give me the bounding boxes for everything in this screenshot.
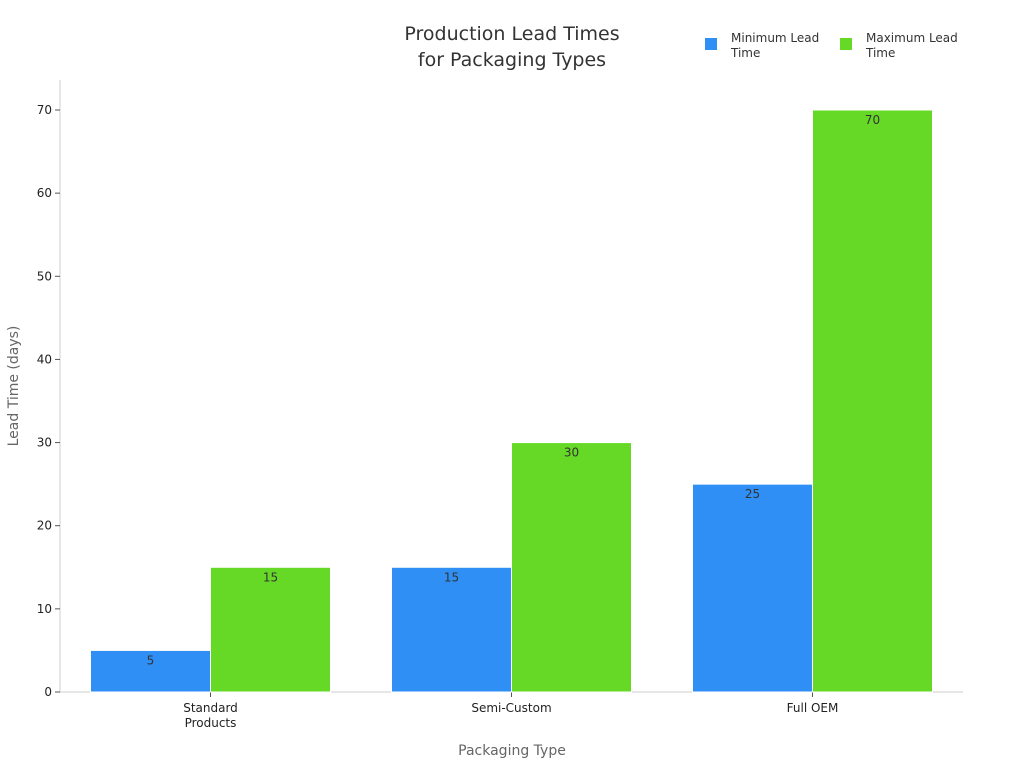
x-tick-label: Full OEM <box>787 701 839 715</box>
legend-label: Maximum Lead <box>866 31 958 45</box>
y-tick-label: 40 <box>37 352 52 366</box>
data-label: 25 <box>745 487 760 501</box>
y-tick-label: 70 <box>37 103 52 117</box>
chart-title-line: for Packaging Types <box>418 49 606 71</box>
bar-series-0-cat-0 <box>90 649 211 693</box>
bars <box>90 109 933 693</box>
data-label: 15 <box>263 570 278 584</box>
legend-label: Time <box>865 46 895 60</box>
y-tick-label: 0 <box>44 685 52 699</box>
y-tick-label: 50 <box>37 269 52 283</box>
legend-swatch-0 <box>705 38 717 50</box>
data-labels: 5 15 15 30 25 70 <box>147 113 880 667</box>
y-tick-label: 30 <box>37 436 52 450</box>
y-tick-label: 20 <box>37 519 52 533</box>
x-tick-label: Standard <box>183 701 238 715</box>
chart-title: Production Lead Times for Packaging Types <box>404 23 619 71</box>
y-tick-label: 60 <box>37 186 52 200</box>
bar-series-0-cat-2 <box>692 483 813 693</box>
bar-series-0-cat-1 <box>391 566 512 693</box>
x-tick-label: Products <box>185 716 237 730</box>
legend-swatch-1 <box>840 38 852 50</box>
legend-label: Minimum Lead <box>731 31 819 45</box>
y-tick-label: 10 <box>37 602 52 616</box>
bar-series-1-cat-1 <box>511 442 632 693</box>
data-label: 30 <box>564 446 579 460</box>
legend-label: Time <box>730 46 760 60</box>
chart-title-line: Production Lead Times <box>404 23 619 45</box>
data-label: 15 <box>444 570 459 584</box>
x-tick-label: Semi-Custom <box>471 701 551 715</box>
data-label: 5 <box>147 653 155 667</box>
x-axis-title: Packaging Type <box>458 743 566 759</box>
data-label: 70 <box>865 113 880 127</box>
bar-series-1-cat-2 <box>812 109 933 693</box>
y-axis-title: Lead Time (days) <box>6 326 22 447</box>
bar-series-1-cat-0 <box>210 566 331 693</box>
